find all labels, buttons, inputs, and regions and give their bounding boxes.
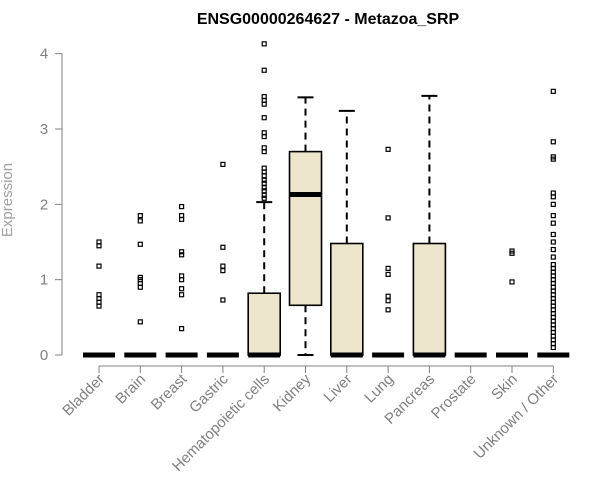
y-tick-label: 1: [40, 272, 48, 289]
outlier-point: [179, 292, 185, 298]
box-gastric: [206, 161, 239, 358]
outlier-point: [96, 292, 102, 298]
outlier-point: [179, 203, 185, 210]
outlier-point: [220, 297, 226, 303]
outlier-point: [385, 307, 391, 313]
box-brain: [124, 213, 157, 358]
outlier-point: [385, 298, 391, 304]
outlier-point: [261, 41, 267, 47]
outlier-point: [550, 262, 556, 268]
x-tick-label: Breast: [148, 370, 191, 413]
outlier-point: [179, 249, 185, 255]
outlier-point: [179, 252, 185, 258]
box-skin: [496, 248, 528, 358]
outlier-point: [550, 201, 556, 207]
box-body: [288, 150, 323, 307]
outlier-point: [385, 146, 391, 152]
outlier-point: [385, 215, 391, 221]
outlier-point: [550, 88, 556, 94]
x-tick-label: Kidney: [270, 370, 315, 415]
outlier-point: [385, 271, 391, 277]
outlier-point: [137, 213, 143, 219]
outlier-point: [385, 293, 391, 299]
outlier-point: [96, 263, 102, 269]
outlier-point: [509, 279, 515, 285]
outlier-point: [550, 139, 556, 145]
y-axis-label: Expression: [0, 163, 16, 237]
outlier-point: [509, 248, 515, 254]
outlier-point: [261, 94, 267, 100]
outlier-point: [261, 165, 267, 171]
outlier-point: [179, 326, 185, 332]
box-lung: [372, 146, 405, 358]
box-liver: [329, 109, 364, 358]
outlier-point: [261, 180, 267, 186]
outlier-point: [220, 244, 226, 250]
outlier-point: [550, 254, 556, 260]
y-tick-label: 3: [40, 121, 48, 138]
chart-title: ENSG00000264627 - Metazoa_SRP: [197, 11, 460, 28]
box-pancreas: [412, 94, 447, 358]
x-tick-label: Lung: [361, 371, 397, 407]
outlier-point: [550, 239, 556, 245]
outlier-point: [261, 145, 267, 151]
outlier-point: [261, 188, 267, 194]
outlier-point: [137, 319, 143, 325]
box-body: [247, 292, 281, 356]
outlier-point: [179, 213, 185, 219]
y-axis: 0 1 2 3 4: [40, 46, 63, 364]
x-tick-label: Bladder: [59, 371, 108, 420]
outlier-point: [550, 246, 556, 253]
outlier-point: [137, 241, 143, 247]
outlier-point: [550, 231, 556, 238]
x-tick-label: Skin: [488, 371, 521, 404]
outlier-point: [137, 218, 143, 224]
outlier-point: [179, 273, 185, 279]
outlier-point: [220, 161, 226, 168]
outlier-point: [261, 67, 267, 73]
box-unknown-other: [537, 88, 570, 358]
outlier-point: [550, 154, 556, 160]
x-tick-label: Prostate: [428, 371, 480, 423]
outlier-point: [550, 213, 556, 219]
outlier-point: [96, 239, 102, 245]
outlier-point: [261, 115, 267, 121]
outlier-point: [550, 220, 556, 226]
outlier-point: [179, 286, 185, 292]
box-body: [412, 242, 447, 356]
outlier-point: [137, 274, 143, 281]
x-tick-label: Liver: [321, 371, 356, 406]
y-tick-label: 4: [40, 46, 48, 63]
box-hematopoietic-cells: [247, 41, 281, 358]
box-body: [329, 242, 364, 356]
boxes-layer: [83, 41, 570, 358]
outlier-point: [261, 195, 267, 201]
y-tick-label: 0: [40, 347, 48, 364]
outlier-point: [385, 265, 391, 271]
y-tick-label: 2: [40, 196, 48, 213]
x-tick-label: Brain: [112, 371, 149, 408]
outlier-point: [220, 268, 226, 274]
box-kidney: [288, 96, 323, 356]
outlier-point: [550, 190, 556, 196]
box-breast: [165, 203, 198, 358]
outlier-point: [220, 263, 226, 269]
box-bladder: [83, 239, 115, 358]
outlier-point: [261, 130, 267, 136]
